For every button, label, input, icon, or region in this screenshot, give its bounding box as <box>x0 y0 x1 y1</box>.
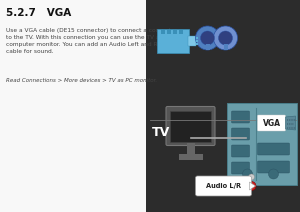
FancyBboxPatch shape <box>170 110 211 141</box>
Bar <box>188 36 196 46</box>
Bar <box>206 44 209 50</box>
Polygon shape <box>250 182 256 190</box>
FancyBboxPatch shape <box>232 111 250 123</box>
FancyBboxPatch shape <box>232 145 250 157</box>
Circle shape <box>248 174 254 180</box>
FancyBboxPatch shape <box>257 143 290 155</box>
FancyBboxPatch shape <box>226 103 296 185</box>
Bar <box>178 30 182 34</box>
Bar <box>196 37 197 39</box>
Bar <box>224 44 227 50</box>
Circle shape <box>292 127 293 128</box>
Text: Audio L/R: Audio L/R <box>206 183 241 189</box>
Bar <box>178 154 203 160</box>
Circle shape <box>247 181 256 191</box>
Bar <box>196 40 197 42</box>
FancyBboxPatch shape <box>157 29 188 53</box>
FancyBboxPatch shape <box>232 128 250 140</box>
Circle shape <box>196 26 220 50</box>
Text: Read Connections > More devices > TV as PC monitor.: Read Connections > More devices > TV as … <box>6 78 157 83</box>
Circle shape <box>291 127 292 128</box>
FancyBboxPatch shape <box>196 176 251 196</box>
Circle shape <box>289 127 290 128</box>
Circle shape <box>268 169 278 179</box>
Text: VGA: VGA <box>262 119 280 127</box>
FancyBboxPatch shape <box>166 106 215 145</box>
Bar <box>146 0 300 212</box>
Circle shape <box>218 31 233 45</box>
FancyBboxPatch shape <box>257 161 290 173</box>
Circle shape <box>214 26 238 50</box>
Text: 5.2.7   VGA: 5.2.7 VGA <box>6 8 71 18</box>
Bar <box>160 30 164 34</box>
Circle shape <box>200 31 214 45</box>
Bar <box>167 30 170 34</box>
FancyBboxPatch shape <box>232 162 250 174</box>
Bar <box>187 143 194 156</box>
Circle shape <box>242 169 253 179</box>
FancyBboxPatch shape <box>257 115 286 131</box>
Bar <box>196 43 197 45</box>
Bar <box>0 0 146 212</box>
Text: TV: TV <box>152 126 170 139</box>
Bar <box>172 30 176 34</box>
Text: Use a VGA cable (DE15 connector) to connect a computer
to the TV. With this conn: Use a VGA cable (DE15 connector) to conn… <box>6 28 177 54</box>
Polygon shape <box>286 116 296 130</box>
Circle shape <box>287 127 288 128</box>
Circle shape <box>294 127 295 128</box>
